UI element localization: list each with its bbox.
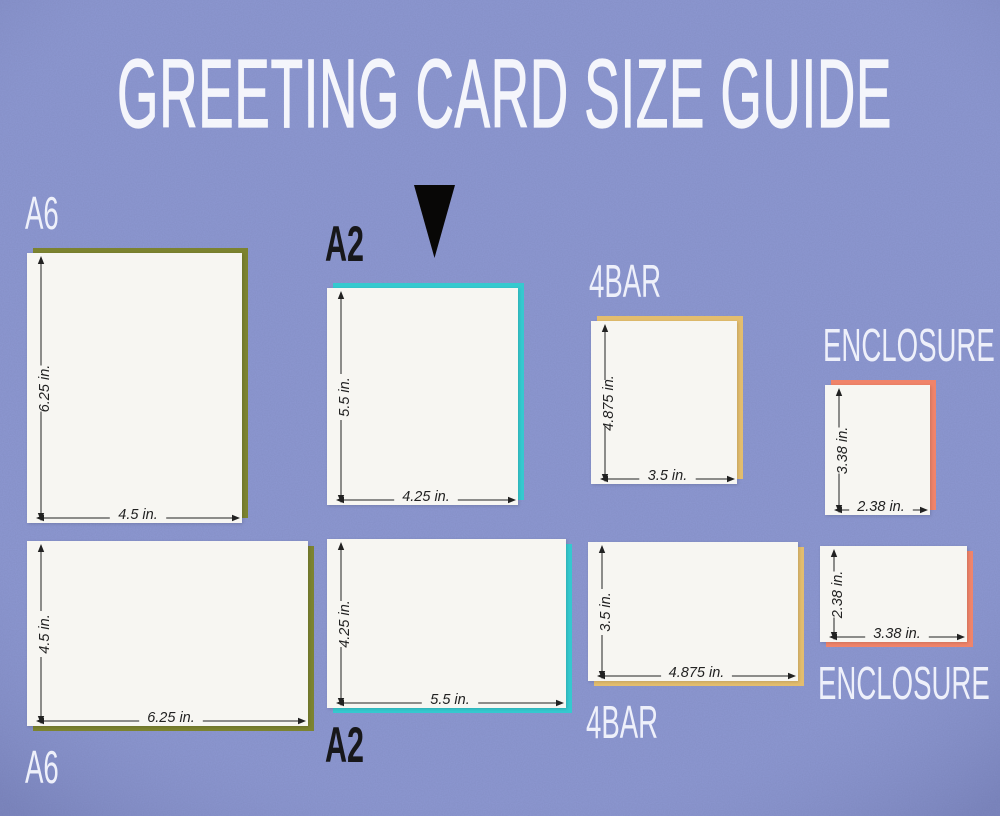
svg-text:4.875 in.: 4.875 in. (669, 665, 725, 681)
svg-text:2.38 in.: 2.38 in. (856, 499, 905, 515)
svg-text:4.25 in.: 4.25 in. (337, 600, 353, 648)
svg-text:4.5 in.: 4.5 in. (37, 614, 53, 654)
svg-text:6.25 in.: 6.25 in. (37, 365, 53, 413)
svg-text:5.5 in.: 5.5 in. (337, 377, 353, 417)
svg-text:3.5 in.: 3.5 in. (648, 468, 688, 484)
svg-text:4.25 in.: 4.25 in. (402, 489, 450, 505)
svg-text:3.5 in.: 3.5 in. (598, 592, 614, 632)
svg-text:2.38 in.: 2.38 in. (830, 571, 846, 620)
svg-text:4.875 in.: 4.875 in. (601, 375, 617, 431)
svg-text:5.5 in.: 5.5 in. (430, 692, 470, 708)
svg-text:3.38 in.: 3.38 in. (835, 427, 851, 475)
svg-text:3.38 in.: 3.38 in. (873, 626, 921, 642)
svg-text:4.5 in.: 4.5 in. (118, 507, 158, 523)
svg-text:6.25 in.: 6.25 in. (147, 710, 195, 726)
